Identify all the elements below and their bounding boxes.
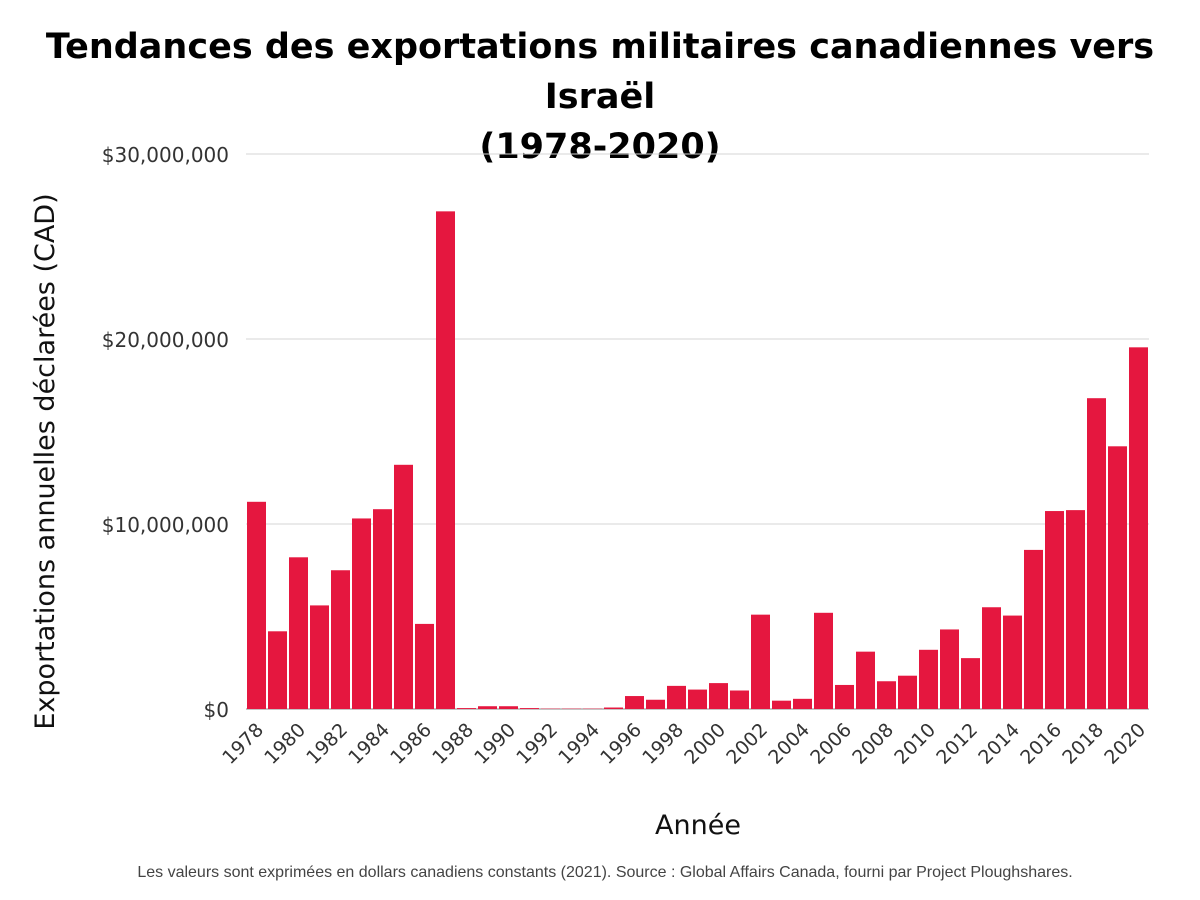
x-tick-label: 1984 [344, 719, 394, 769]
bar [520, 708, 539, 709]
bar [499, 706, 518, 709]
bar [751, 614, 770, 709]
y-axis-label: Exportations annuelles déclarées (CAD) [30, 193, 61, 729]
y-tick-label: $20,000,000 [102, 328, 229, 352]
x-tick-label: 2004 [764, 719, 814, 769]
bar [919, 649, 938, 709]
x-tick-label: 1982 [302, 719, 352, 769]
y-tick-label: $0 [204, 698, 229, 722]
x-tick-label: 2012 [932, 719, 982, 769]
bar [268, 631, 287, 709]
bar [898, 675, 917, 709]
bar [856, 651, 875, 709]
bar [940, 629, 959, 709]
bar [1045, 511, 1064, 709]
bar [646, 699, 665, 709]
bar [793, 698, 812, 709]
x-axis-label: Année [655, 810, 741, 841]
bar [835, 684, 854, 709]
bar [1108, 446, 1127, 709]
x-tick-label: 1986 [386, 719, 436, 769]
x-tick-label: 1994 [554, 719, 604, 769]
bar [814, 612, 833, 709]
bar [394, 464, 413, 709]
bar [961, 658, 980, 709]
bar [1003, 615, 1022, 709]
bar [730, 690, 749, 709]
bar [1024, 549, 1043, 709]
y-tick-label: $30,000,000 [102, 143, 229, 167]
x-tick-label: 2000 [680, 719, 730, 769]
bar [436, 211, 455, 709]
bar [667, 685, 686, 709]
x-tick-label: 1992 [512, 719, 562, 769]
bar [625, 696, 644, 709]
bar [478, 706, 497, 709]
x-tick-label: 1978 [218, 719, 268, 769]
bar [247, 501, 266, 709]
bar [982, 607, 1001, 709]
bar [331, 570, 350, 709]
bar [289, 557, 308, 709]
x-tick-label: 2010 [890, 719, 940, 769]
x-tick-label: 1996 [596, 719, 646, 769]
bar [709, 683, 728, 709]
x-tick-label: 2020 [1100, 719, 1150, 769]
x-tick-label: 1990 [470, 719, 520, 769]
bar [352, 518, 371, 709]
bar [1129, 347, 1148, 709]
bar [604, 707, 623, 709]
x-tick-label: 2008 [848, 719, 898, 769]
bar [1066, 510, 1085, 709]
y-tick-label: $10,000,000 [102, 513, 229, 537]
footnote: Les valeurs sont exprimées en dollars ca… [137, 864, 1073, 881]
x-tick-label: 2018 [1058, 719, 1108, 769]
bar [877, 681, 896, 709]
x-tick-label: 1980 [260, 719, 310, 769]
bar [688, 689, 707, 709]
x-tick-label: 2006 [806, 719, 856, 769]
bar [772, 700, 791, 709]
x-tick-label: 2002 [722, 719, 772, 769]
x-tick-label: 1988 [428, 719, 478, 769]
bar [373, 509, 392, 709]
chart-title: Tendances des exportations militaires ca… [0, 22, 1200, 172]
chart-title-line-2: (1978-2020) [479, 127, 721, 167]
x-tick-label: 1998 [638, 719, 688, 769]
bar [1087, 398, 1106, 709]
x-tick-label: 2016 [1016, 719, 1066, 769]
chart-title-line-1: Tendances des exportations militaires ca… [45, 27, 1155, 117]
bar [415, 623, 434, 709]
x-tick-label: 2014 [974, 719, 1024, 769]
bar [457, 708, 476, 709]
bar [310, 605, 329, 709]
